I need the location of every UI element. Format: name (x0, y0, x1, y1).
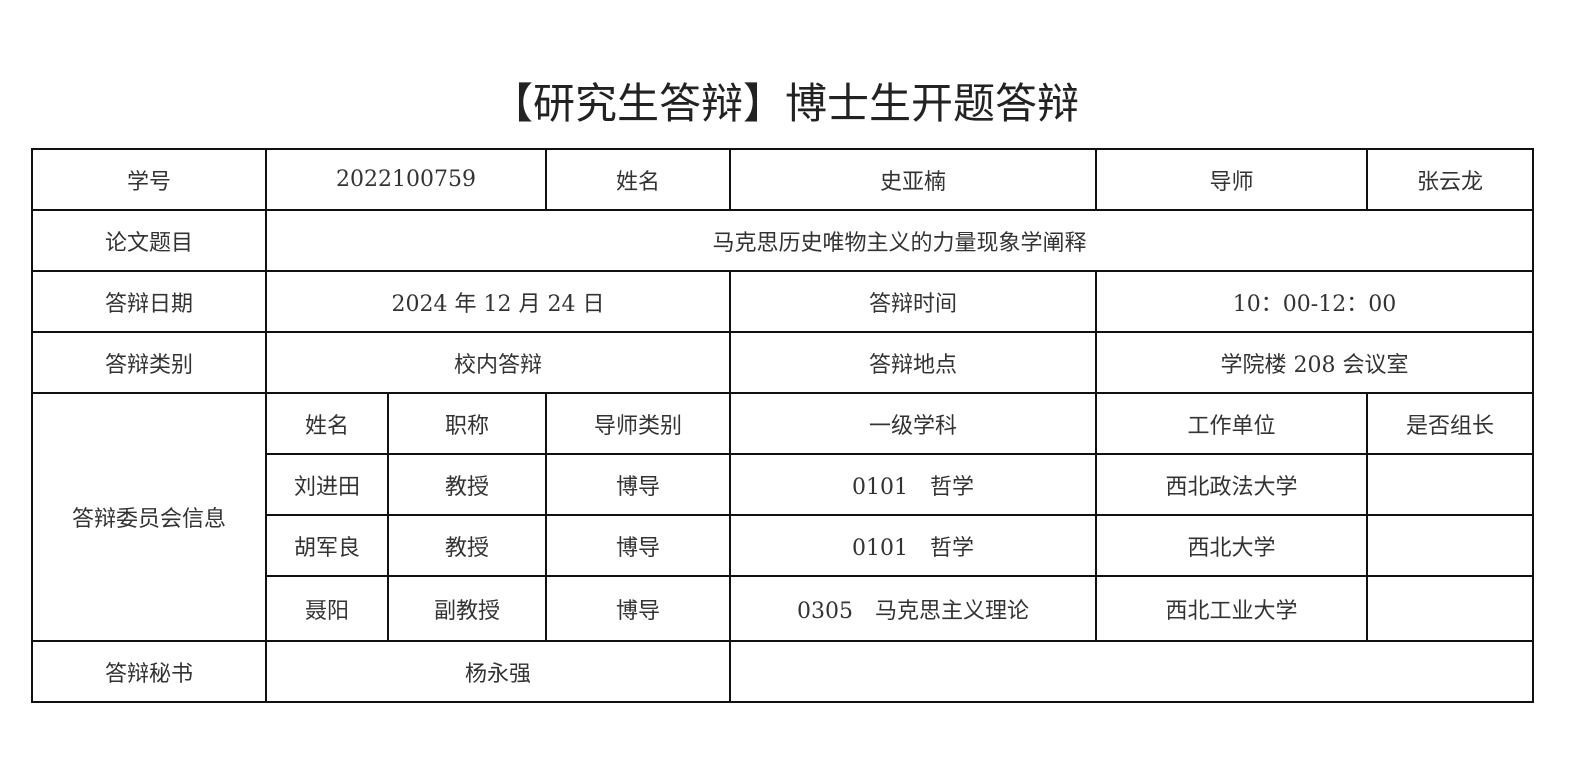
student-name-label: 姓名 (545, 148, 732, 211)
member-name: 刘进田 (265, 453, 389, 516)
advisor: 张云龙 (1366, 148, 1535, 211)
member-is-chair (1366, 575, 1535, 642)
time-label: 答辩时间 (729, 270, 1098, 333)
member-is-chair (1366, 514, 1535, 577)
defense-time: 10：00-12：00 (1095, 270, 1535, 333)
table-row: 论文题目 马克思历史唯物主义的力量现象学阐释 (31, 209, 1535, 272)
defense-date: 2024 年 12 月 24 日 (264, 270, 732, 333)
committee-header-row: 答辩委员会信息 姓名 职称 导师类别 一级学科 工作单位 是否组长 (31, 392, 1535, 642)
column-header: 一级学科 (729, 392, 1098, 455)
committee-row: 聂阳 副教授 博导 0305 马克思主义理论 西北工业大学 (32, 575, 1535, 642)
table-row: 答辩类别 校内答辩 答辩地点 学院楼 208 会议室 (31, 331, 1535, 394)
member-advisor-type: 博导 (545, 575, 732, 642)
student-id: 2022100759 (264, 148, 548, 211)
secretary-label: 答辩秘书 (31, 640, 267, 703)
column-header: 姓名 (265, 392, 389, 455)
thesis-title: 马克思历史唯物主义的力量现象学阐释 (264, 209, 1535, 272)
member-title: 教授 (386, 514, 548, 577)
secretary: 杨永强 (264, 640, 732, 703)
member-institution: 西北工业大学 (1095, 575, 1369, 642)
column-header: 是否组长 (1366, 392, 1535, 455)
defense-location: 学院楼 208 会议室 (1095, 331, 1535, 394)
column-header: 工作单位 (1095, 392, 1369, 455)
column-header: 导师类别 (545, 392, 732, 455)
page-title: 【研究生答辩】博士生开题答辩 (490, 79, 1079, 128)
member-discipline: 0101 哲学 (729, 453, 1098, 516)
committee-row: 刘进田 教授 博导 0101 哲学 西北政法大学 (32, 453, 1535, 516)
member-discipline: 0101 哲学 (729, 514, 1098, 577)
member-title: 副教授 (386, 575, 548, 642)
location-label: 答辩地点 (729, 331, 1098, 394)
member-institution: 西北大学 (1095, 514, 1369, 577)
table-row: 答辩日期 2024 年 12 月 24 日 答辩时间 10：00-12：00 (31, 270, 1535, 333)
member-advisor-type: 博导 (545, 453, 732, 516)
committee-label: 答辩委员会信息 (31, 392, 267, 642)
type-label: 答辩类别 (31, 331, 267, 394)
member-institution: 西北政法大学 (1095, 453, 1369, 516)
member-title: 教授 (386, 453, 548, 516)
empty-cell (729, 640, 1535, 703)
member-name: 胡军良 (265, 514, 389, 577)
defense-type: 校内答辩 (264, 331, 732, 394)
table-row: 学号 2022100759 姓名 史亚楠 导师 张云龙 (31, 148, 1535, 211)
committee-row: 胡军良 教授 博导 0101 哲学 西北大学 (32, 514, 1535, 577)
column-header: 职称 (386, 392, 548, 455)
member-discipline: 0305 马克思主义理论 (729, 575, 1098, 642)
member-is-chair (1366, 453, 1535, 516)
table-row: 答辩秘书 杨永强 (31, 640, 1535, 703)
date-label: 答辩日期 (31, 270, 267, 333)
advisor-label: 导师 (1095, 148, 1369, 211)
thesis-label: 论文题目 (31, 209, 267, 272)
member-name: 聂阳 (265, 575, 389, 642)
student-name: 史亚楠 (729, 148, 1098, 211)
student-id-label: 学号 (31, 148, 267, 211)
member-advisor-type: 博导 (545, 514, 732, 577)
defense-info-table: 学号 2022100759 姓名 史亚楠 导师 张云龙 论文题目 马克思历史唯物… (31, 148, 1535, 703)
